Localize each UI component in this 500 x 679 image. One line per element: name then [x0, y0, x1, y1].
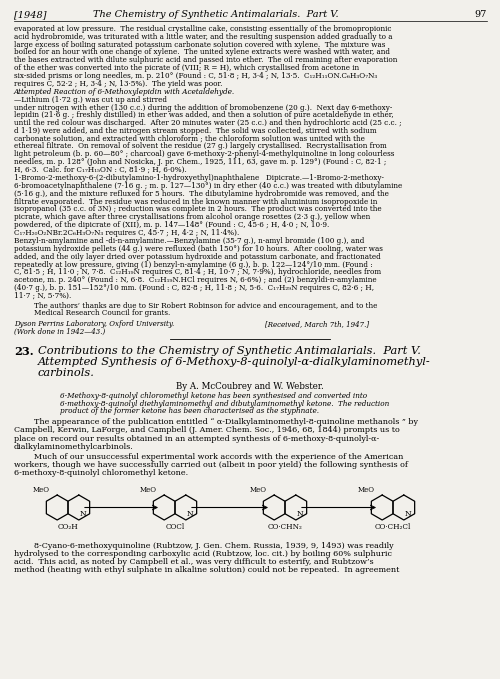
Text: Contributions to the Chemistry of Synthetic Antimalarials.  Part V.: Contributions to the Chemistry of Synthe… — [38, 346, 421, 356]
Text: 6-methoxy-8-quinolyl diethylaminomethyl and dibutylaminomethyl ketone.  The redu: 6-methoxy-8-quinolyl diethylaminomethyl … — [60, 399, 389, 407]
Text: The appearance of the publication entitled “ α-Dialkylaminomethyl-8-quinoline me: The appearance of the publication entitl… — [34, 418, 418, 426]
Text: The authors’ thanks are due to Sir Robert Robinson for advice and encouragement,: The authors’ thanks are due to Sir Rober… — [34, 301, 378, 310]
Text: C₁₇H₂₀O₂NBr.2C₆H₃O₇N₃ requires C, 45·7 ; H, 4·2 ; N, 11·4%).: C₁₇H₂₀O₂NBr.2C₆H₃O₇N₃ requires C, 45·7 ;… — [14, 229, 239, 237]
Text: CO₂H: CO₂H — [58, 523, 78, 531]
Text: By A. McCoubrey and W. Webster.: By A. McCoubrey and W. Webster. — [176, 382, 324, 390]
Text: potassium hydroxide pellets (44 g.) were refluxed (bath 150°) for 10 hours.  Aft: potassium hydroxide pellets (44 g.) were… — [14, 245, 383, 253]
Text: d 1·19) were added, and the nitrogen stream stopped.  The solid was collected, s: d 1·19) were added, and the nitrogen str… — [14, 127, 376, 135]
Text: MeO: MeO — [250, 486, 266, 494]
Text: evaporated at low pressure.  The residual crystalline cake, consisting essential: evaporated at low pressure. The residual… — [14, 25, 392, 33]
Text: Attempted Synthesis of 6-Methoxy-8-quinolyl-α-dialkylaminomethyl-: Attempted Synthesis of 6-Methoxy-8-quino… — [38, 356, 431, 367]
Text: isopropanol (35 c.c. of 3N) ; reduction was complete in 2 hours.  The product wa: isopropanol (35 c.c. of 3N) ; reduction … — [14, 206, 382, 213]
Text: —Lithium (1·72 g.) was cut up and stirred: —Lithium (1·72 g.) was cut up and stirre… — [14, 96, 167, 104]
Text: place on record our results obtained in an attempted synthesis of 6-methoxy-8-qu: place on record our results obtained in … — [14, 435, 380, 443]
Text: The Chemistry of Synthetic Antimalarials.  Part V.: The Chemistry of Synthetic Antimalarials… — [93, 10, 338, 19]
Text: 6-bromoacetylnaphthalene (7·16 g. ; m. p. 127—130°) in dry ether (40 c.c.) was t: 6-bromoacetylnaphthalene (7·16 g. ; m. p… — [14, 182, 402, 190]
Text: lepidin (21·6 g. ; freshly distilled) in ether was added, and then a solution of: lepidin (21·6 g. ; freshly distilled) in… — [14, 111, 394, 120]
Text: acid hydrobromide, was triturated with a little water, and the resulting suspens: acid hydrobromide, was triturated with a… — [14, 33, 392, 41]
Text: requires C, 52·2 ; H, 3·4 ; N, 13·5%).  The yield was poor.: requires C, 52·2 ; H, 3·4 ; N, 13·5%). T… — [14, 79, 222, 88]
Text: picrate, which gave after three crystallisations from alcohol orange rosettes (2: picrate, which gave after three crystall… — [14, 213, 370, 221]
Text: N: N — [186, 511, 193, 518]
Text: CO·CHN₂: CO·CHN₂ — [268, 523, 302, 531]
Text: 1-Bromo-2-methoxy-6-(2-dibutylamino-1-hydroxyethyl)naphthalene   Dipicrate.—1-Br: 1-Bromo-2-methoxy-6-(2-dibutylamino-1-hy… — [14, 175, 384, 182]
Text: ethereal filtrate.  On removal of solvent the residue (27 g.) largely crystallis: ethereal filtrate. On removal of solvent… — [14, 143, 387, 151]
Text: C, 81·5 ; H, 11·0 ; N, 7·8.  C₁₂H₁₉N requires C, 81·4 ; H, 10·7 ; N, 7·9%), hydr: C, 81·5 ; H, 11·0 ; N, 7·8. C₁₂H₁₉N requ… — [14, 268, 381, 276]
Text: [1948]: [1948] — [14, 10, 46, 19]
Text: Dyson Perrins Laboratory, Oxford University.: Dyson Perrins Laboratory, Oxford Univers… — [14, 320, 174, 328]
Text: Campbell, Kerwin, LaForge, and Campbell (J. Amer. Chem. Soc., 1946, 68, 1844) pr: Campbell, Kerwin, LaForge, and Campbell … — [14, 426, 400, 435]
Text: 11·7 ; N, 5·7%).: 11·7 ; N, 5·7%). — [14, 292, 72, 299]
Text: method (heating with ethyl sulphate in alkaline solution) could not be repeated.: method (heating with ethyl sulphate in a… — [14, 566, 400, 574]
Text: acetone, m. p. 240° (Found : N, 6·8.  C₁₂H₁₉N.HCl requires N, 6·6%) ; and (2) be: acetone, m. p. 240° (Found : N, 6·8. C₁₂… — [14, 276, 376, 284]
Text: (40·7 g.), b. p. 151—152°/10 mm. (Found : C, 82·8 ; H, 11·8 ; N, 5·6.  C₁₇H₂₉N r: (40·7 g.), b. p. 151—152°/10 mm. (Found … — [14, 284, 374, 292]
Text: (5·16 g.), and the mixture refluxed for 5 hours.  The dibutylamine hydrobromide : (5·16 g.), and the mixture refluxed for … — [14, 190, 389, 198]
Text: (Work done in 1942—43.): (Work done in 1942—43.) — [14, 328, 105, 336]
Text: 97: 97 — [474, 10, 487, 19]
Text: N: N — [296, 511, 303, 518]
Text: added, and the oily layer dried over potassium hydroxide and potassium carbonate: added, and the oily layer dried over pot… — [14, 253, 381, 261]
Text: boiled for an hour with one change of xylene.  The united xylene extracts were w: boiled for an hour with one change of xy… — [14, 48, 390, 56]
Text: dialkylaminomethylcarbinols.: dialkylaminomethylcarbinols. — [14, 443, 134, 451]
Text: filtrate evaporated.  The residue was reduced in the known manner with aluminium: filtrate evaporated. The residue was red… — [14, 198, 378, 206]
Text: needles, m. p. 128° (John and Nosicka, J. pr. Chem., 1925, 111, 63, gave m. p. 1: needles, m. p. 128° (John and Nosicka, J… — [14, 158, 386, 166]
Text: carbinols.: carbinols. — [38, 368, 95, 378]
Text: MeO: MeO — [358, 486, 374, 494]
Text: Benzyl-n-amylamine and -di-n-amylamine.—Benzylamine (35·7 g.), n-amyl bromide (1: Benzyl-n-amylamine and -di-n-amylamine.—… — [14, 237, 364, 245]
Text: hydrolysed to the corresponding carboxylic acid (Rubtzow, loc. cit.) by boiling : hydrolysed to the corresponding carboxyl… — [14, 550, 392, 557]
Text: large excess of boiling saturated potassium carbonate solution covered with xyle: large excess of boiling saturated potass… — [14, 41, 386, 49]
Text: light petroleum (b. p. 60—80° ; charcoal) gave 6-methoxy-2-phenyl-4-methylquinol: light petroleum (b. p. 60—80° ; charcoal… — [14, 150, 394, 158]
Text: [Received, March 7th, 1947.]: [Received, March 7th, 1947.] — [265, 320, 369, 328]
Text: six-sided prisms or long needles, m. p. 210° (Found : C, 51·8 ; H, 3·4 ; N, 13·5: six-sided prisms or long needles, m. p. … — [14, 72, 378, 80]
Text: H, 6·3.  Calc. for C₁₇H₁₅ON : C, 81·9 ; H, 6·0%).: H, 6·3. Calc. for C₁₇H₁₅ON : C, 81·9 ; H… — [14, 166, 187, 174]
Text: repeatedly at low pressure, giving (1) benzyl-n-amylamine (6 g.), b. p. 122—124°: repeatedly at low pressure, giving (1) b… — [14, 261, 373, 268]
Text: COCl: COCl — [166, 523, 184, 531]
Text: Medical Research Council for grants.: Medical Research Council for grants. — [34, 310, 170, 317]
Text: N: N — [79, 511, 86, 518]
Text: acid.  This acid, as noted by Campbell et al., was very difficult to esterify, a: acid. This acid, as noted by Campbell et… — [14, 558, 374, 566]
Text: Attempted Reaction of 6-Methoxylepidin with Acetaldehyde.: Attempted Reaction of 6-Methoxylepidin w… — [14, 88, 235, 96]
Text: of the ether was converted into the picrate of (VIII; R = H), which crystallised: of the ether was converted into the picr… — [14, 64, 359, 72]
Text: under nitrogen with ether (130 c.c.) during the addition of bromobenzene (20 g.): under nitrogen with ether (130 c.c.) dur… — [14, 103, 392, 111]
Text: powdered, of the dipicrate of (XII), m. p. 147—148° (Found : C, 45·6 ; H, 4·0 ; : powdered, of the dipicrate of (XII), m. … — [14, 221, 329, 229]
Text: workers, though we have successfully carried out (albeit in poor yield) the foll: workers, though we have successfully car… — [14, 461, 408, 469]
Text: 23.: 23. — [14, 346, 34, 356]
Text: the bases extracted with dilute sulphuric acid and passed into ether.  The oil r: the bases extracted with dilute sulphuri… — [14, 56, 398, 65]
Text: N: N — [404, 511, 411, 518]
Text: 8-Cyano-6-methoxyquinoline (Rubtzow, J. Gen. Chem. Russia, 1939, 9, 1493) was re: 8-Cyano-6-methoxyquinoline (Rubtzow, J. … — [34, 541, 394, 549]
Text: until the red colour was discharged.  After 20 minutes water (25 c.c.) and then : until the red colour was discharged. Aft… — [14, 119, 402, 127]
Text: 6-methoxy-8-quinolyl chloromethyl ketone.: 6-methoxy-8-quinolyl chloromethyl ketone… — [14, 469, 188, 477]
Text: product of the former ketone has been characterised as the styphnate.: product of the former ketone has been ch… — [60, 407, 319, 416]
Text: MeO: MeO — [140, 486, 156, 494]
Text: 6-Methoxy-8-quinolyl chloromethyl ketone has been synthesised and converted into: 6-Methoxy-8-quinolyl chloromethyl ketone… — [60, 392, 367, 400]
Text: Much of our unsuccessful experimental work accords with the experience of the Am: Much of our unsuccessful experimental wo… — [34, 453, 404, 461]
Text: MeO: MeO — [32, 486, 50, 494]
Text: CO·CH₂Cl: CO·CH₂Cl — [375, 523, 411, 531]
Text: carbonate solution, and extracted with chloroform ; the chloroform solution was : carbonate solution, and extracted with c… — [14, 134, 365, 143]
